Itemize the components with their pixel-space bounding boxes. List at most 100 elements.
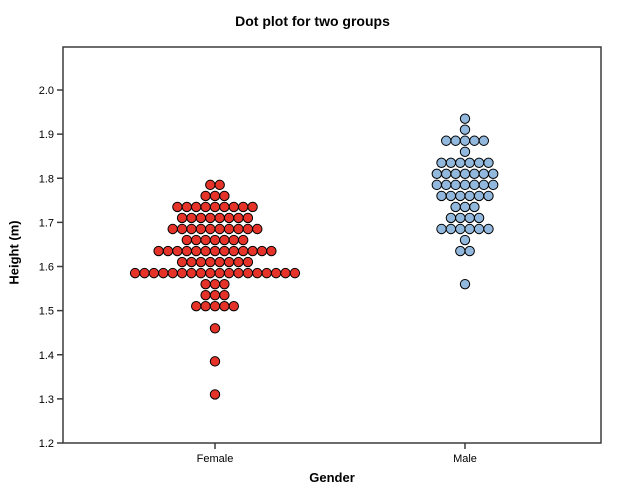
- dot: [191, 234, 202, 246]
- x-tick-label-male: Male: [453, 453, 477, 465]
- dot: [459, 278, 471, 290]
- dot: [219, 234, 230, 246]
- dot: [252, 223, 263, 235]
- dot: [436, 223, 447, 235]
- dot: [459, 179, 471, 191]
- dot: [455, 157, 466, 169]
- dot: [469, 168, 480, 180]
- dot: [459, 124, 471, 135]
- dot: [205, 223, 216, 235]
- dot: [252, 267, 263, 279]
- dot: [219, 289, 230, 301]
- dot: [488, 168, 499, 180]
- dot: [469, 201, 480, 213]
- dot: [455, 190, 466, 202]
- dot: [280, 267, 291, 279]
- dot: [228, 301, 240, 312]
- dot: [238, 201, 249, 213]
- dot: [200, 234, 211, 246]
- dot: [209, 289, 221, 301]
- dot: [205, 212, 216, 224]
- dot: [214, 212, 225, 224]
- x-tick-label-female: Female: [197, 453, 234, 465]
- dot: [464, 212, 475, 224]
- dot: [233, 223, 244, 235]
- dot: [233, 267, 244, 279]
- dot: [223, 267, 235, 279]
- dot: [431, 179, 442, 191]
- dot: [139, 267, 150, 279]
- chart-title: Dot plot for two groups: [235, 13, 390, 29]
- dot: [209, 245, 221, 257]
- dot: [464, 245, 475, 257]
- dot: [473, 223, 485, 235]
- dot: [441, 168, 452, 180]
- dot: [191, 245, 202, 257]
- dot: [473, 157, 485, 169]
- dot: [238, 245, 249, 257]
- dot: [209, 234, 221, 246]
- dot: [172, 245, 183, 257]
- dot: [195, 212, 207, 224]
- dot: [228, 201, 240, 213]
- x-axis: Female Male: [197, 443, 477, 465]
- dot: [209, 301, 221, 312]
- dot: [186, 267, 197, 279]
- dot: [445, 190, 457, 202]
- dot: [441, 179, 452, 191]
- dot: [233, 212, 244, 224]
- dot: [270, 267, 282, 279]
- dot: [200, 289, 211, 301]
- dot: [195, 223, 207, 235]
- dot: [205, 179, 216, 191]
- dot: [214, 267, 225, 279]
- dot: [200, 190, 211, 202]
- dot: [148, 267, 160, 279]
- dot: [242, 267, 254, 279]
- dot: [181, 234, 193, 246]
- dot: [242, 256, 254, 268]
- dot: [445, 223, 457, 235]
- dot: [209, 356, 221, 367]
- plot-frame: [62, 46, 602, 444]
- dot: [473, 212, 485, 224]
- dot: [219, 245, 230, 257]
- dot: [436, 157, 447, 169]
- x-axis-title: Gender: [309, 470, 355, 485]
- dot: [181, 245, 193, 257]
- dot: [450, 168, 461, 180]
- dot: [223, 212, 235, 224]
- y-axis: 2.0 1.9 1.8 1.7 1.6 1.5 1.4 1.3 1.2: [39, 85, 63, 450]
- dot: [459, 234, 471, 246]
- dot: [455, 245, 466, 257]
- dot: [459, 113, 471, 124]
- dot: [464, 223, 475, 235]
- dot: [450, 179, 461, 191]
- y-axis-title: Height (m): [6, 220, 22, 285]
- dot: [191, 301, 202, 312]
- dot: [209, 190, 221, 202]
- dot: [233, 256, 244, 268]
- dot: [289, 267, 301, 279]
- dot: [214, 179, 225, 191]
- dot: [266, 245, 277, 257]
- dot: [450, 135, 461, 146]
- dot: [176, 212, 188, 224]
- dot: [195, 267, 207, 279]
- y-tick-label: 1.2: [39, 438, 54, 450]
- dot: [186, 223, 197, 235]
- dot: [176, 267, 188, 279]
- y-tick-label: 1.9: [39, 129, 54, 141]
- dot: [459, 135, 471, 146]
- dot: [219, 301, 230, 312]
- dot: [459, 168, 471, 180]
- dot: [464, 157, 475, 169]
- dot: [473, 190, 485, 202]
- dot: [450, 201, 461, 213]
- dot: [256, 245, 268, 257]
- dot: [478, 168, 489, 180]
- dot: [242, 212, 254, 224]
- dot: [223, 223, 235, 235]
